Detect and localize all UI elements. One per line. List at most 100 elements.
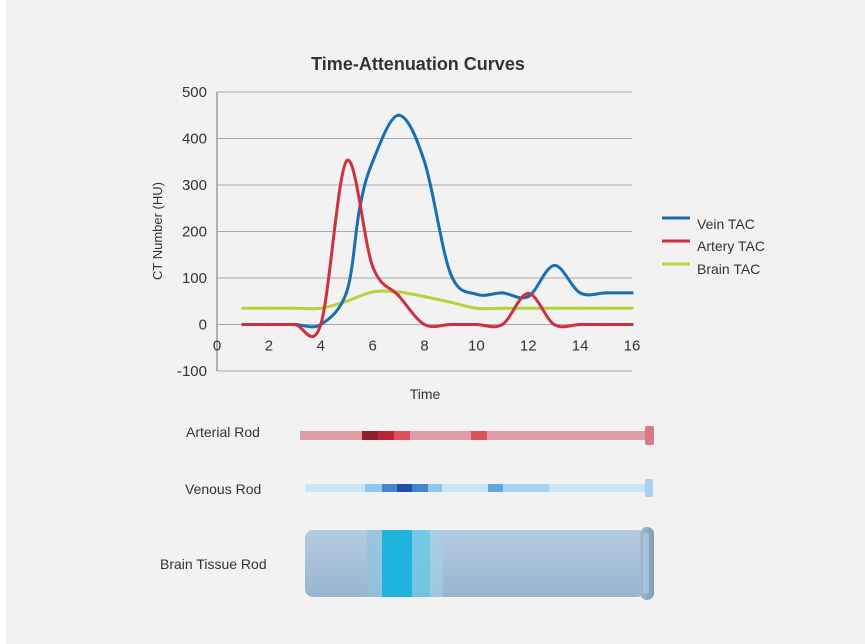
series-line-artery [242,158,632,339]
data-point-artery [526,291,530,295]
venous-rod-body [305,484,647,492]
data-point-vein [345,290,349,294]
x-tick-label: 4 [317,338,325,355]
data-point-brain [422,295,427,299]
data-point-vein [396,113,401,117]
y-tick-label: -100 [177,363,207,380]
x-tick-label: 14 [572,338,589,355]
data-point-brain [241,306,245,310]
brain-rod-band [367,530,382,597]
venous-rod [305,479,653,497]
data-point-artery [630,322,634,327]
data-point-brain [267,306,271,310]
y-tick-label: 0 [199,317,207,334]
arterial-rod-band [394,431,410,440]
data-point-artery [448,322,453,327]
data-point-artery [552,322,556,327]
series-line-vein [242,113,632,329]
x-tick-label: 6 [368,338,376,355]
x-tick-label: 2 [265,338,273,355]
venous-rod-band [503,484,549,492]
data-point-artery [267,322,271,327]
data-point-brain [474,306,478,310]
data-point-brain [293,306,297,310]
brain-rod-group: Brain Tissue Rod [160,527,654,600]
legend-item-vein: Vein TAC [662,216,755,232]
brain-rod-band [430,530,443,597]
venous-rod-band [365,484,382,492]
brain-rod-cap-highlight [643,533,649,594]
arterial-rod-group: Arterial Rod [186,424,654,445]
data-point-brain [448,300,453,304]
data-point-vein [422,160,427,164]
series-line-brain [242,289,632,311]
arterial-rod-label: Arterial Rod [186,424,260,440]
x-tick-label: 10 [468,338,485,355]
data-point-vein [500,291,504,295]
brain-rod-band [412,530,430,597]
data-point-artery [241,322,245,327]
arterial-rod-band [471,431,487,440]
data-point-vein [474,292,478,296]
x-tick-labels: 0 2 4 6 8 10 12 14 16 [213,338,641,355]
data-point-artery [371,264,375,268]
data-point-brain [526,306,530,310]
x-axis-label: Time [410,386,441,402]
data-point-artery [604,322,608,327]
x-tick-label: 0 [213,338,221,355]
y-tick-label: 400 [182,131,207,148]
data-point-artery [422,322,427,327]
brain-tissue-rod [305,527,654,600]
y-tick-label: 500 [182,84,207,101]
y-axis-label: CT Number (HU) [150,182,165,280]
x-tick-label: 8 [420,338,428,355]
brain-rod-body [305,530,645,597]
data-point-brain [630,306,634,310]
venous-rod-band [382,484,397,492]
data-point-artery [474,322,478,327]
x-tick-label: 12 [520,338,537,355]
data-point-vein [604,291,608,295]
arterial-rod [300,426,654,445]
data-point-vein [578,291,582,295]
data-point-vein [630,291,634,295]
legend-label-vein: Vein TAC [697,216,755,232]
data-point-artery [345,159,349,163]
series-vein [241,113,634,329]
data-point-artery [319,322,323,327]
legend-item-brain: Brain TAC [662,261,760,277]
data-point-artery [578,322,582,327]
arterial-rod-band [378,431,394,440]
venous-rod-cap [645,479,653,497]
y-tick-label: 200 [182,224,207,241]
series-layer [241,113,634,339]
series-brain [241,289,634,311]
data-point-vein [448,271,453,275]
venous-rod-band [412,484,428,492]
venous-rod-label: Venous Rod [185,481,261,497]
data-point-brain [345,299,349,303]
venous-rod-group: Venous Rod [185,479,653,497]
data-point-brain [319,306,323,310]
legend-item-artery: Artery TAC [662,238,765,254]
brain-rod-band [382,530,412,597]
legend-label-brain: Brain TAC [697,261,760,277]
brain-rod-label: Brain Tissue Rod [160,556,267,572]
arterial-rod-band [362,431,378,440]
legend-label-artery: Artery TAC [697,238,765,254]
data-point-brain [578,306,582,310]
data-point-brain [604,306,608,310]
legend: Vein TAC Artery TAC Brain TAC [662,216,765,277]
venous-rod-band [397,484,412,492]
venous-rod-band [428,484,442,492]
y-tick-labels: 500 400 300 200 100 0 -100 [177,84,207,380]
data-point-artery [396,294,401,298]
grid-lines [217,91,632,372]
y-tick-label: 300 [182,177,207,194]
data-point-artery [293,322,297,327]
data-point-artery [500,322,504,327]
series-artery [241,158,634,339]
venous-rod-band [488,484,503,492]
chart-title: Time-Attenuation Curves [311,54,525,74]
